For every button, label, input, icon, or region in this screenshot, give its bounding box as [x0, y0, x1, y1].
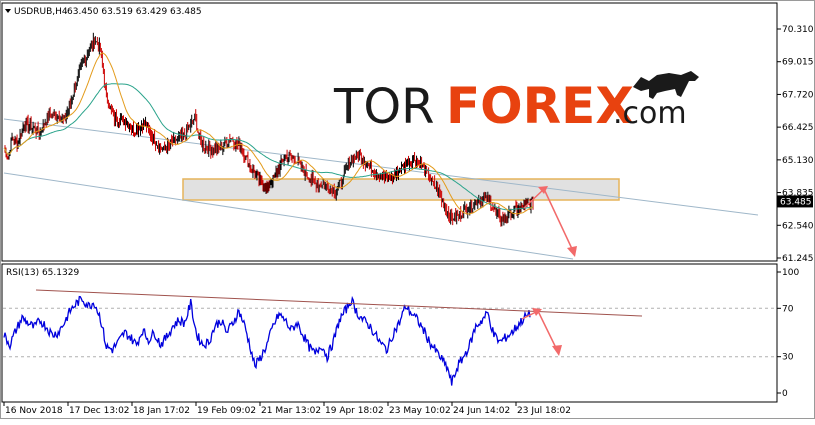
- bull-icon: [633, 71, 699, 99]
- symbol-label: USDRUB,H4: [14, 7, 68, 17]
- rsi-tick-label: 0: [782, 389, 788, 399]
- channel-lower-line: [3, 172, 574, 260]
- price-tick-label: 63.835: [782, 189, 814, 199]
- time-tick-label: 16 Nov 2018: [5, 406, 63, 416]
- rsi-label: RSI(13) 65.1329: [6, 268, 79, 278]
- rsi-tick-label: 100: [782, 268, 799, 278]
- rsi-tick-label: 30: [782, 353, 794, 363]
- time-tick-label: 19 Feb 09:02: [197, 406, 256, 416]
- logo-part1: TOR: [333, 79, 434, 135]
- time-tick-label: 24 Jun 14:02: [453, 406, 510, 416]
- rsi-trend-line: [35, 289, 643, 317]
- arrow-head-icon: [567, 246, 577, 257]
- arrow-head-icon: [538, 186, 548, 194]
- rsi-line: [3, 295, 531, 386]
- current-price-label: 63.485: [780, 197, 812, 207]
- ma-fast-line: [3, 52, 534, 215]
- rsi-arrow-down: [537, 310, 558, 351]
- time-tick-label: 19 Apr 18:02: [325, 406, 384, 416]
- price-tick-label: 66.425: [782, 123, 814, 133]
- price-tick-label: 65.130: [782, 156, 814, 166]
- time-tick-label: 21 Mar 13:02: [261, 406, 321, 416]
- rsi-plot: [3, 289, 776, 386]
- logo-part2: FOREX: [446, 77, 634, 135]
- ohlc-label: 63.450 63.519 63.429 63.485: [67, 7, 202, 17]
- time-tick-label: 23 May 10:02: [389, 406, 451, 416]
- forecast-arrow-down: [543, 188, 574, 252]
- rsi-panel: [1, 263, 778, 403]
- time-tick-label: 18 Jan 17:02: [133, 406, 190, 416]
- price-tick-label: 62.540: [782, 221, 814, 231]
- price-tick-label: 69.015: [782, 58, 814, 68]
- arrow-head-icon: [552, 345, 562, 356]
- triangle-down-icon: [5, 9, 11, 13]
- logo: TOR FOREX .com: [333, 71, 699, 135]
- axes: 70.310 69.015 67.720 66.425 65.130 63.835 62.5…: [3, 25, 814, 416]
- support-zone: [182, 178, 620, 201]
- rsi-tick-label: 70: [782, 304, 794, 314]
- price-tick-label: 70.310: [782, 25, 814, 35]
- price-plot: [3, 32, 759, 260]
- current-price-badge: [777, 195, 813, 208]
- price-tick-label: 61.245: [782, 254, 814, 264]
- price-tick-label: 67.720: [782, 90, 814, 100]
- logo-part3: .com: [613, 96, 687, 131]
- price-header: USDRUB,H4 63.450 63.519 63.429 63.485: [5, 7, 202, 17]
- forecast-arrow-up: [523, 188, 545, 209]
- ma-slow-line: [3, 83, 534, 211]
- time-tick-label: 17 Dec 13:02: [69, 406, 130, 416]
- arrow-head-icon: [532, 308, 542, 316]
- time-tick-label: 23 Jul 18:02: [517, 406, 571, 416]
